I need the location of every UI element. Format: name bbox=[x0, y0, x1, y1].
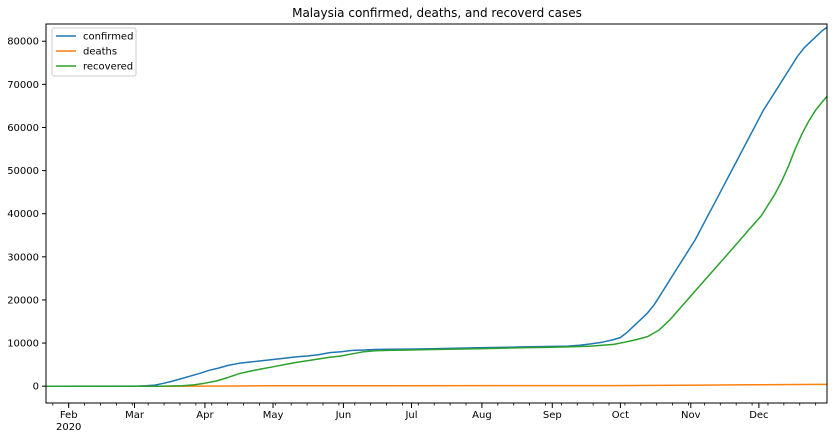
legend: confirmed deaths recovered bbox=[51, 27, 137, 77]
y-tick-label: 20000 bbox=[7, 295, 39, 306]
x-tick-label: Sep bbox=[543, 410, 562, 421]
legend-box bbox=[51, 27, 137, 77]
x-tick-label: Jul bbox=[404, 410, 417, 421]
series-line-confirmed bbox=[45, 26, 828, 387]
y-tick-label: 40000 bbox=[7, 209, 39, 220]
legend-label-confirmed: confirmed bbox=[83, 32, 133, 43]
x-tick-label: Dec bbox=[749, 410, 768, 421]
series-line-recovered bbox=[46, 95, 828, 387]
y-tick-label: 0 bbox=[33, 382, 39, 393]
x-tick-label: Oct bbox=[612, 410, 629, 421]
x-tick-label: May bbox=[263, 410, 284, 421]
x-tick-label: Jun bbox=[335, 410, 352, 421]
x-tick-label: Mar bbox=[125, 410, 145, 421]
y-tick-label: 10000 bbox=[7, 339, 39, 350]
x-tick-label: Apr bbox=[196, 410, 214, 421]
legend-label-deaths: deaths bbox=[83, 47, 117, 58]
legend-label-recovered: recovered bbox=[83, 62, 133, 73]
y-axis: 0 10000 20000 30000 40000 50000 60000 70000 8000… bbox=[7, 37, 46, 393]
y-tick-label: 70000 bbox=[7, 80, 39, 91]
x-tick-label: Aug bbox=[472, 410, 492, 421]
y-tick-label: 30000 bbox=[7, 252, 39, 263]
plot-area bbox=[45, 26, 828, 387]
y-tick-label: 50000 bbox=[7, 166, 39, 177]
x-tick-sublabel: 2020 bbox=[56, 422, 81, 433]
series-line-deaths bbox=[46, 383, 828, 387]
chart-title: Malaysia confirmed, deaths, and recoverd… bbox=[292, 6, 582, 20]
y-tick-label: 60000 bbox=[7, 123, 39, 134]
x-tick-label: Feb bbox=[60, 410, 78, 421]
x-tick-label: Nov bbox=[681, 410, 701, 421]
y-tick-label: 80000 bbox=[7, 37, 39, 48]
